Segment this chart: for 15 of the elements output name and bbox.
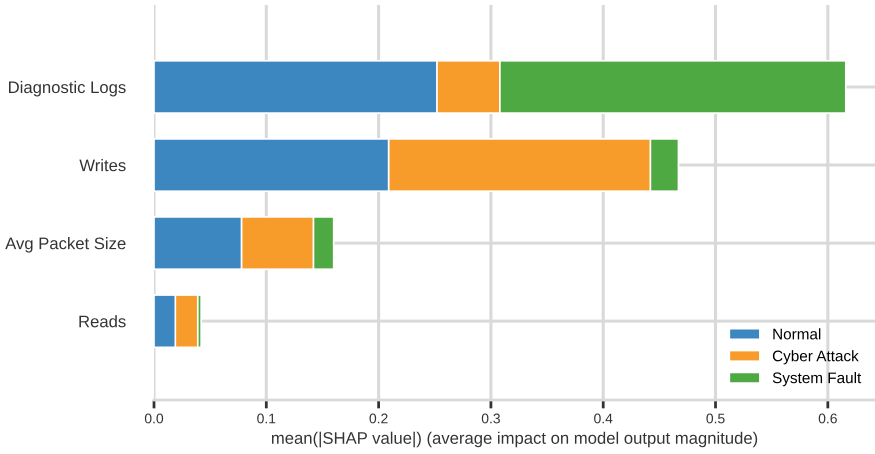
- x-axis-title: mean(|SHAP value|) (average impact on model output magnitude): [272, 432, 758, 448]
- y-tick-label: Writes: [79, 158, 126, 172]
- x-tick-label: 0.4: [594, 414, 612, 424]
- legend-label: Cyber Attack: [772, 350, 859, 364]
- y-tick-label: Avg Packet Size: [5, 237, 126, 253]
- x-tick-label: 0.5: [706, 414, 725, 424]
- y-tick-label: Reads: [79, 315, 126, 328]
- x-tick-label: 0.3: [482, 414, 500, 424]
- x-tick-label: 0.1: [257, 414, 276, 424]
- x-tick-label: 0.0: [144, 414, 164, 424]
- x-tick-label: 0.2: [370, 414, 388, 424]
- legend-label: Normal: [773, 328, 820, 340]
- y-tick-label: Diagnostic Logs: [9, 80, 126, 96]
- legend-label: System Fault: [772, 372, 862, 386]
- x-tick-label: 0.6: [818, 414, 837, 424]
